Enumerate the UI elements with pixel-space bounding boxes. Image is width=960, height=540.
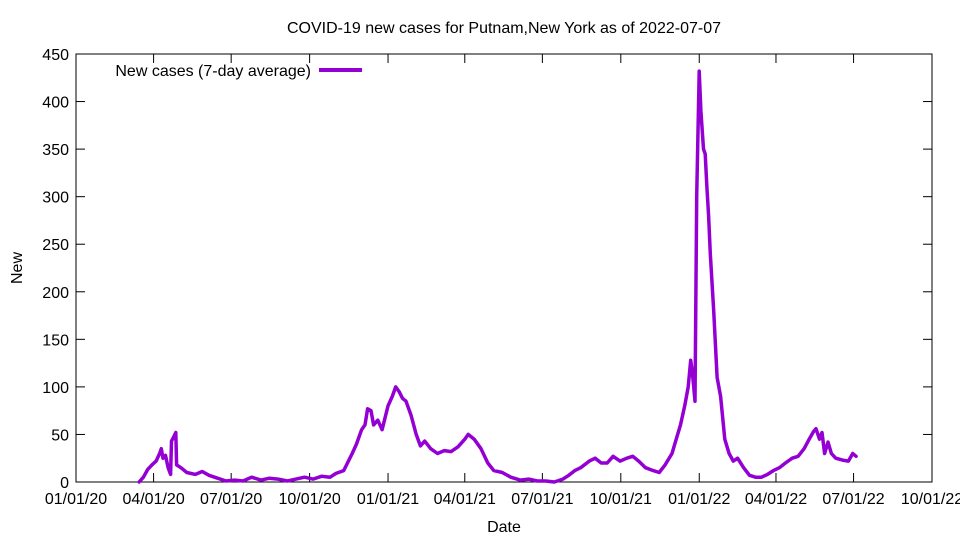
y-tick-label: 400 (42, 95, 69, 112)
x-tick-label: 07/01/22 (822, 491, 884, 508)
y-tick-label: 0 (60, 475, 69, 492)
x-axis-label: Date (487, 519, 521, 536)
y-tick-label: 100 (42, 380, 69, 397)
legend-label: New cases (7-day average) (115, 63, 311, 80)
y-tick-label: 200 (42, 285, 69, 302)
x-axis: 01/01/20 04/01/20 07/01/20 10/01/20 01/01/21… (45, 54, 960, 508)
x-tick-label: 04/01/20 (122, 491, 184, 508)
x-tick-label: 10/01/20 (278, 491, 340, 508)
chart-title: COVID-19 new cases for Putnam,New York a… (287, 20, 721, 37)
plot-frame (75, 53, 933, 483)
y-tick-label: 250 (42, 237, 69, 254)
series-line-new-cases (137, 69, 858, 484)
y-tick-label: 300 (42, 190, 69, 207)
x-tick-label: 10/01/21 (590, 491, 652, 508)
x-tick-label: 10/01/22 (901, 491, 960, 508)
y-tick-label: 350 (42, 142, 69, 159)
x-tick-label: 04/01/21 (434, 491, 496, 508)
x-tick-label: 01/01/21 (357, 491, 419, 508)
y-tick-label: 50 (51, 427, 69, 444)
y-tick-label: 450 (42, 47, 69, 64)
x-tick-label: 01/01/20 (45, 491, 107, 508)
y-axis-label: New (9, 252, 26, 284)
y-tick-label: 150 (42, 332, 69, 349)
legend: New cases (7-day average) (115, 63, 362, 80)
x-tick-label: 01/01/22 (668, 491, 730, 508)
y-axis: 0 50 100 150 200 250 300 350 400 450 (42, 47, 932, 492)
x-tick-label: 07/01/21 (511, 491, 573, 508)
x-tick-label: 04/01/22 (745, 491, 807, 508)
x-tick-label: 07/01/20 (200, 491, 262, 508)
